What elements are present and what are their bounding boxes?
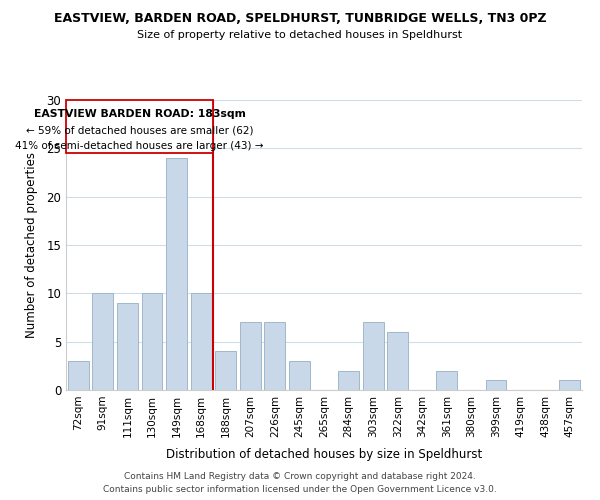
Text: Contains HM Land Registry data © Crown copyright and database right 2024.: Contains HM Land Registry data © Crown c… [124,472,476,481]
Bar [191,294,212,390]
Text: Contains public sector information licensed under the Open Government Licence v3: Contains public sector information licen… [103,484,497,494]
Bar [338,370,359,390]
Bar [265,322,286,390]
Bar [215,352,236,390]
Bar [387,332,408,390]
X-axis label: Distribution of detached houses by size in Speldhurst: Distribution of detached houses by size … [166,448,482,461]
Bar [92,294,113,390]
Bar [117,303,138,390]
Text: 41% of semi-detached houses are larger (43) →: 41% of semi-detached houses are larger (… [16,140,264,150]
Bar [240,322,261,390]
FancyBboxPatch shape [66,100,214,153]
Bar [362,322,383,390]
Bar [559,380,580,390]
Text: ← 59% of detached houses are smaller (62): ← 59% of detached houses are smaller (62… [26,125,253,135]
Bar [166,158,187,390]
Text: EASTVIEW BARDEN ROAD: 183sqm: EASTVIEW BARDEN ROAD: 183sqm [34,108,245,118]
Bar [485,380,506,390]
Bar [142,294,163,390]
Bar [68,361,89,390]
Text: EASTVIEW, BARDEN ROAD, SPELDHURST, TUNBRIDGE WELLS, TN3 0PZ: EASTVIEW, BARDEN ROAD, SPELDHURST, TUNBR… [53,12,547,26]
Y-axis label: Number of detached properties: Number of detached properties [25,152,38,338]
Text: Size of property relative to detached houses in Speldhurst: Size of property relative to detached ho… [137,30,463,40]
Bar [436,370,457,390]
Bar [289,361,310,390]
